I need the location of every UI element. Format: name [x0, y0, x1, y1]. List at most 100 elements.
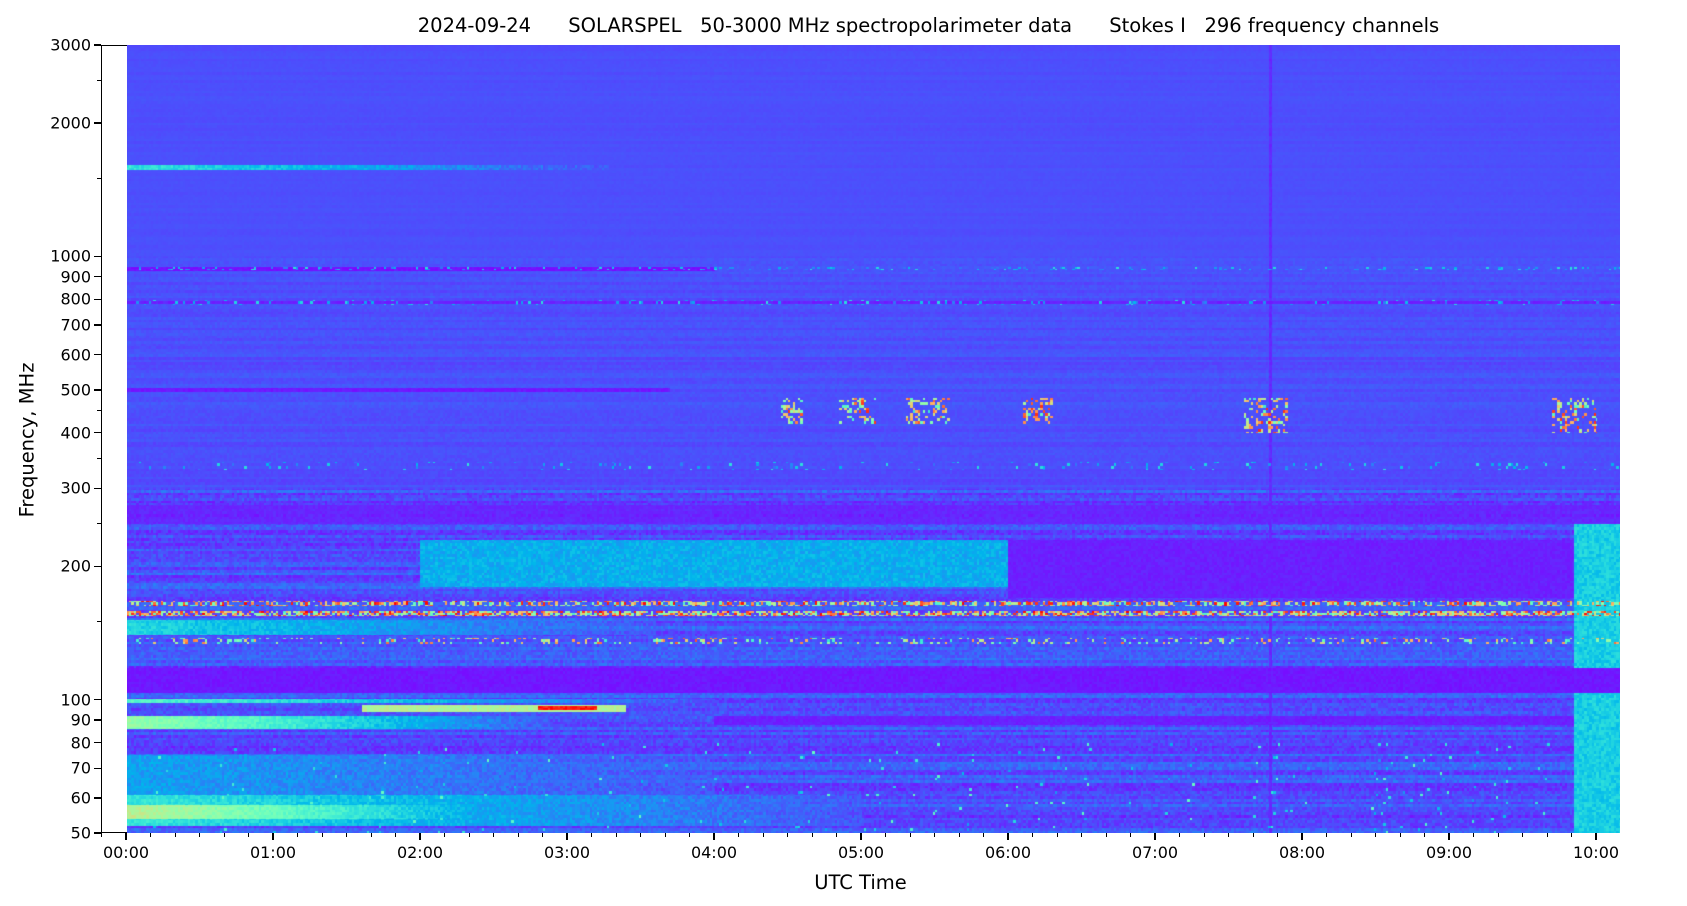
x-minor-tick	[542, 833, 544, 837]
y-tick-label: 500	[60, 380, 91, 400]
x-minor-tick	[199, 833, 200, 837]
y-tick-label: 800	[60, 289, 91, 309]
x-minor-tick	[150, 833, 151, 837]
x-minor-tick	[1130, 833, 1132, 837]
x-minor-tick	[958, 833, 960, 837]
x-minor-tick	[100, 833, 102, 837]
x-minor-tick	[909, 833, 911, 837]
x-minor-tick	[1473, 833, 1475, 837]
y-minor-tick	[97, 621, 101, 623]
y-tick-label: 100	[60, 690, 91, 710]
x-minor-tick	[1497, 833, 1499, 837]
y-major-tick	[94, 276, 101, 278]
y-major-tick	[94, 255, 101, 258]
y-minor-tick	[97, 79, 101, 81]
x-major-tick	[419, 833, 421, 840]
x-major-tick	[860, 833, 862, 840]
x-minor-tick	[762, 833, 764, 837]
x-minor-tick	[346, 833, 348, 837]
x-minor-tick	[1032, 833, 1034, 837]
y-tick-label: 700	[60, 315, 91, 335]
x-minor-tick	[1252, 833, 1254, 837]
y-major-tick	[94, 741, 101, 744]
x-minor-tick	[787, 833, 789, 837]
x-tick-label: 05:00	[837, 843, 885, 862]
y-major-tick	[94, 324, 101, 326]
x-major-tick	[125, 833, 127, 840]
y-tick-label: 300	[60, 478, 91, 498]
x-minor-tick	[517, 833, 519, 837]
x-minor-tick	[1056, 833, 1058, 837]
x-major-tick	[566, 833, 568, 840]
y-tick-label: 900	[60, 267, 91, 287]
y-tick-label: 400	[60, 423, 91, 443]
y-tick-label: 90	[70, 710, 91, 730]
y-major-tick	[94, 298, 101, 301]
x-major-tick	[713, 833, 715, 840]
x-minor-tick	[934, 833, 936, 837]
y-tick-label: 1000	[50, 246, 91, 266]
x-minor-tick	[297, 833, 299, 837]
y-major-tick	[94, 354, 101, 356]
x-minor-tick	[1277, 833, 1279, 837]
x-tick-label: 02:00	[396, 843, 444, 862]
x-tick-label: 03:00	[543, 843, 591, 862]
y-major-tick	[94, 44, 101, 46]
y-major-tick	[94, 797, 101, 799]
y-major-tick	[94, 432, 101, 434]
x-minor-tick	[248, 833, 250, 837]
x-tick-label: 04:00	[690, 843, 738, 862]
y-tick-label: 50	[70, 823, 91, 843]
x-minor-tick	[615, 833, 617, 837]
x-minor-tick	[174, 833, 176, 837]
x-minor-tick	[591, 833, 593, 837]
x-minor-tick	[1326, 833, 1328, 837]
spectrogram-heatmap	[127, 45, 1620, 833]
x-minor-tick	[738, 833, 740, 837]
y-tick-label: 80	[70, 733, 91, 753]
y-major-tick	[94, 389, 101, 391]
y-major-tick	[94, 767, 101, 769]
x-tick-label: 08:00	[1278, 843, 1326, 862]
x-minor-tick	[1546, 833, 1548, 837]
y-major-tick	[94, 832, 101, 834]
x-minor-tick	[1571, 833, 1573, 837]
x-minor-tick	[223, 833, 225, 837]
x-tick-label: 06:00	[984, 843, 1032, 862]
x-minor-tick	[1081, 833, 1083, 837]
x-minor-tick	[1179, 833, 1181, 837]
y-tick-label: 70	[70, 758, 91, 778]
x-tick-label: 00:00	[102, 843, 150, 862]
y-major-tick	[94, 565, 101, 567]
x-minor-tick	[640, 833, 642, 837]
x-tick-label: 01:00	[249, 843, 297, 862]
x-minor-tick	[689, 833, 691, 837]
y-minor-tick	[97, 457, 101, 459]
y-axis-label: Frequency, MHz	[15, 362, 39, 518]
x-minor-tick	[1424, 833, 1426, 837]
x-minor-tick	[885, 833, 887, 837]
x-major-tick	[1301, 833, 1303, 840]
x-minor-tick	[836, 833, 838, 837]
x-minor-tick	[811, 833, 813, 837]
x-minor-tick	[370, 833, 372, 837]
x-minor-tick	[493, 833, 495, 837]
x-major-tick	[272, 833, 274, 840]
x-minor-tick	[468, 833, 470, 837]
y-major-tick	[94, 719, 101, 721]
x-minor-tick	[1522, 833, 1524, 837]
y-minor-tick	[97, 522, 101, 524]
y-major-tick	[94, 698, 101, 701]
y-tick-label: 3000	[50, 35, 91, 55]
y-tick-label: 600	[60, 345, 91, 365]
x-minor-tick	[1350, 833, 1352, 837]
y-tick-label: 200	[60, 556, 91, 576]
x-tick-label: 10:00	[1572, 843, 1620, 862]
x-minor-tick	[1228, 833, 1230, 837]
y-tick-label: 60	[70, 788, 91, 808]
x-tick-label: 09:00	[1425, 843, 1473, 862]
x-minor-tick	[1203, 833, 1205, 837]
x-major-tick	[1448, 833, 1450, 840]
y-major-tick	[94, 487, 101, 489]
x-major-tick	[1154, 833, 1156, 840]
